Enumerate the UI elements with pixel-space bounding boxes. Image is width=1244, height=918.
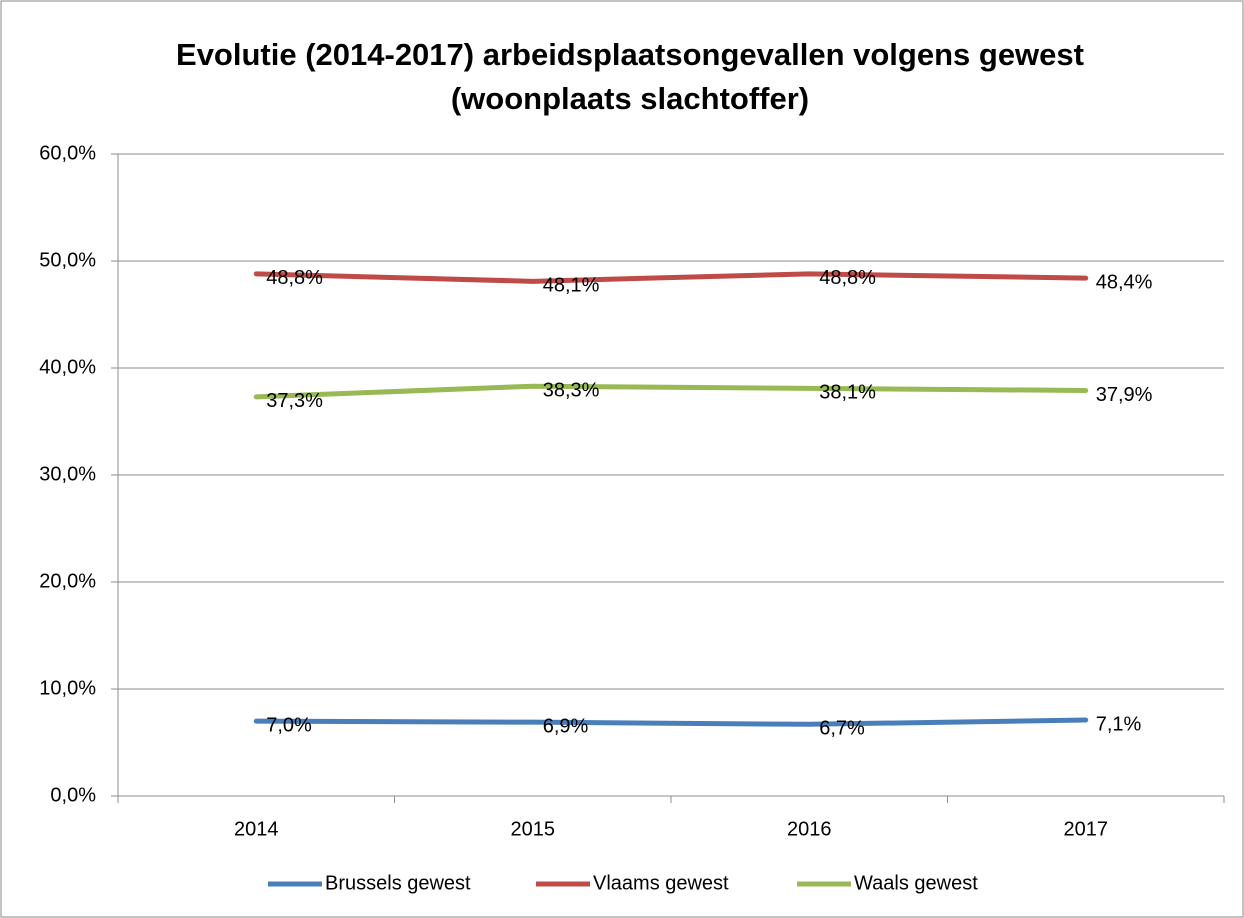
y-tick-label: 10,0% [39, 677, 96, 699]
data-label: 37,9% [1096, 384, 1153, 406]
y-tick-label: 50,0% [39, 249, 96, 271]
y-tick-label: 60,0% [39, 142, 96, 164]
x-tick-label: 2014 [234, 818, 279, 840]
data-label: 48,1% [543, 275, 600, 297]
chart-title: Evolutie (2014-2017) arbeidsplaatsongeva… [176, 37, 1084, 72]
x-tick-label: 2017 [1064, 818, 1109, 840]
data-line [253, 383, 1089, 400]
data-label: 7,0% [266, 714, 312, 736]
legend-label: Brussels gewest [325, 872, 471, 894]
data-label: 7,1% [1096, 713, 1142, 735]
y-tick-label: 0,0% [50, 784, 96, 806]
legend-label: Waals gewest [854, 872, 978, 894]
x-tick-label: 2016 [787, 818, 832, 840]
data-label: 37,3% [266, 390, 323, 412]
data-line [253, 717, 1089, 727]
x-tick-label: 2015 [511, 818, 556, 840]
data-label: 6,7% [819, 718, 865, 740]
y-tick-label: 40,0% [39, 356, 96, 378]
y-tick-label: 30,0% [39, 463, 96, 485]
data-label: 6,9% [543, 715, 589, 737]
chart-title: (woonplaats slachtoffer) [451, 81, 809, 116]
y-tick-label: 20,0% [39, 570, 96, 592]
legend-label: Vlaams gewest [593, 872, 729, 894]
data-label: 48,4% [1096, 271, 1153, 293]
data-line [253, 271, 1089, 284]
data-label: 38,3% [543, 379, 600, 401]
data-label: 48,8% [266, 267, 323, 289]
data-label: 48,8% [819, 267, 876, 289]
data-label: 38,1% [819, 382, 876, 404]
